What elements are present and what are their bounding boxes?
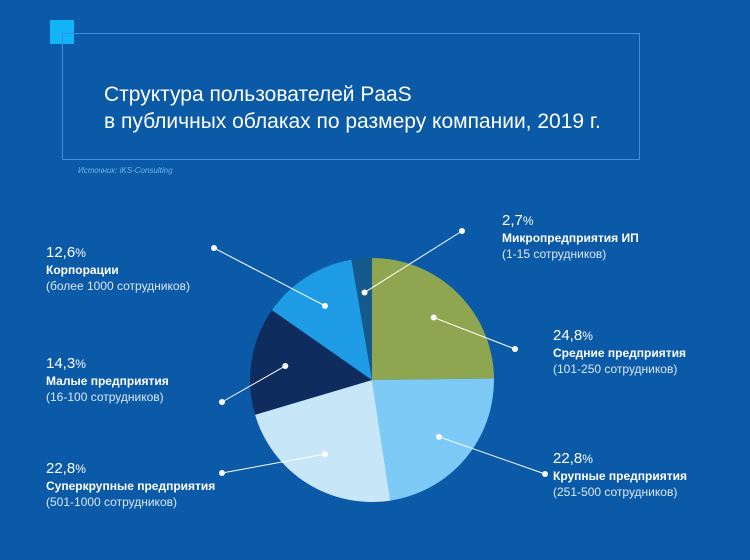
percent-sign: %: [522, 214, 534, 228]
slice-subtitle: (251-500 сотрудников): [553, 485, 678, 499]
slice-name: Суперкрупные предприятия: [46, 479, 216, 493]
slice-value: 24,8: [553, 327, 583, 344]
slice-subtitle: (16-100 сотрудников): [46, 390, 164, 404]
callout-dot: [361, 289, 368, 296]
pie-slice: [372, 378, 494, 501]
label-corporations: 12,6% Корпорации (более 1000 сотрудников…: [46, 244, 190, 294]
slice-subtitle: (101-250 сотрудников): [553, 362, 678, 376]
slice-name: Корпорации: [46, 263, 119, 277]
pie-slice: [255, 380, 391, 502]
pie-slice: [351, 258, 372, 380]
callout-dot: [219, 399, 225, 405]
chart-title-line-1: Структура пользователей PaaS: [104, 83, 412, 106]
callout-dot: [542, 471, 548, 477]
label-small: 14,3% Малые предприятия (16-100 сотрудни…: [46, 355, 169, 405]
callout-dot: [321, 451, 328, 458]
callout-line: [433, 317, 516, 350]
slice-value: 22,8: [46, 460, 76, 477]
slice-name: Микропредприятия ИП: [502, 231, 639, 245]
callout-dot: [219, 470, 225, 476]
percent-sign: %: [582, 452, 593, 466]
slice-subtitle: (501-1000 сотрудников): [46, 495, 177, 509]
percent-sign: %: [75, 246, 86, 260]
slice-value: 2,7: [502, 212, 523, 229]
callout-dot: [211, 245, 217, 251]
source-note: Источник: iKS-Consulting: [78, 166, 173, 175]
slice-subtitle: (более 1000 сотрудников): [46, 279, 190, 293]
callout-dot: [321, 302, 328, 309]
slice-subtitle: (1-15 сотрудников): [502, 247, 607, 261]
callout-line: [221, 453, 326, 474]
slice-value: 14,3: [46, 355, 76, 372]
callout-dot: [430, 314, 437, 321]
slice-value: 22,8: [553, 450, 583, 467]
label-medium: 24,8% Средние предприятия (101-250 сотру…: [553, 327, 686, 377]
callout-dot: [512, 346, 518, 352]
percent-sign: %: [75, 357, 86, 371]
callout-line: [438, 436, 546, 475]
pie-slice: [250, 310, 372, 415]
slice-value: 12,6: [46, 244, 76, 261]
percent-sign: %: [582, 329, 593, 343]
slice-name: Малые предприятия: [46, 374, 169, 388]
pie-slice: [271, 259, 372, 380]
label-micro: 2,7% Микропредприятия ИП (1-15 сотрудник…: [502, 212, 639, 262]
callout-dot: [435, 433, 442, 440]
callout-dot: [282, 362, 289, 369]
callout-line: [364, 230, 463, 293]
label-large: 22,8% Крупные предприятия (251-500 сотру…: [553, 450, 687, 500]
label-super-large: 22,8% Суперкрупные предприятия (501-1000…: [46, 460, 215, 510]
callout-line: [221, 365, 286, 403]
slice-name: Средние предприятия: [553, 346, 687, 360]
callout-line: [213, 247, 326, 307]
chart-title-line-2: в публичных облаках по размеру компании,…: [104, 110, 601, 133]
percent-sign: %: [75, 462, 86, 476]
title-frame: [62, 33, 640, 160]
slice-name: Крупные предприятия: [553, 469, 688, 483]
callout-dot: [459, 228, 465, 234]
